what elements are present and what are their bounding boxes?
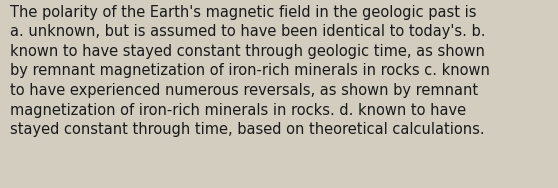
Text: The polarity of the Earth's magnetic field in the geologic past is
a. unknown, b: The polarity of the Earth's magnetic fie… <box>10 5 490 137</box>
